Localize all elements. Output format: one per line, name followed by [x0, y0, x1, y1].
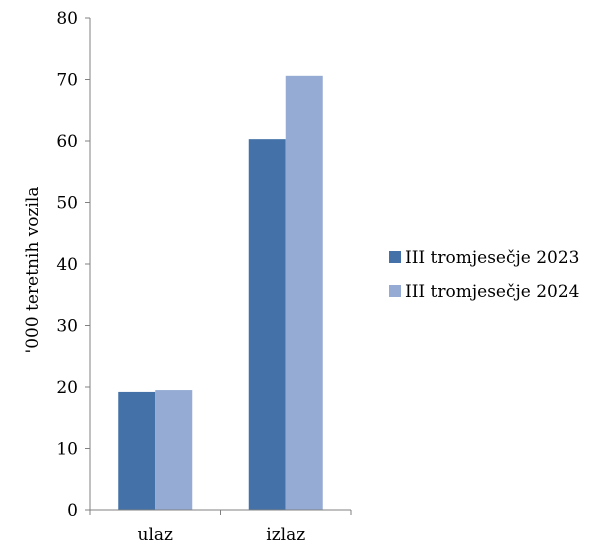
y-tick-label: 30 [56, 317, 78, 337]
y-tick-label: 60 [56, 132, 78, 152]
bar-ulaz-series-1 [118, 391, 156, 510]
y-tick-label: 0 [67, 501, 78, 521]
y-tick-label: 70 [56, 71, 78, 91]
bar-izlaz-series-1 [248, 139, 286, 510]
y-tick-label: 20 [56, 378, 78, 398]
legend-swatch-series-2 [389, 285, 401, 297]
y-tick-label: 10 [56, 440, 78, 460]
legend-label-series-2: III tromjesečje 2024 [405, 282, 580, 302]
y-axis-title: '000 teretnih vozila [23, 187, 43, 354]
category-labels: ulaz izlaz [138, 525, 306, 545]
y-tick-label: 80 [56, 9, 78, 29]
y-tick-label: 50 [56, 194, 78, 214]
legend: III tromjesečje 2023 III tromjesečje 2024 [389, 248, 580, 302]
bars [118, 75, 323, 510]
legend-label-series-1: III tromjesečje 2023 [405, 248, 580, 268]
category-label-ulaz: ulaz [138, 525, 174, 545]
category-label-izlaz: izlaz [266, 525, 305, 545]
y-tick-label: 40 [56, 255, 78, 275]
y-axis-ticks: 0 10 20 30 40 50 60 70 80 [56, 9, 352, 521]
bar-ulaz-series-2 [155, 390, 193, 510]
legend-swatch-series-1 [389, 251, 401, 263]
bar-izlaz-series-2 [285, 75, 323, 510]
